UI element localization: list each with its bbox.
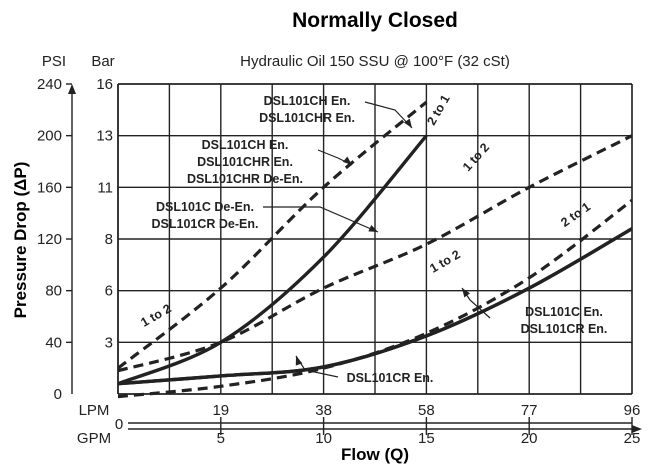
y-unit-psi: PSI [42,53,66,70]
x-tick-gpm: 20 [521,430,538,447]
ratio-label: 1 to 2 [138,301,173,329]
y-tick-psi: 200 [37,128,62,145]
series-line-1 [118,134,428,386]
x-tick-gpm: 10 [315,430,332,447]
leader-arrow [462,288,471,298]
x-axis-label: Flow (Q) [341,445,409,464]
ratio-label: 2 to 1 [558,200,593,230]
y-tick-bar: 11 [97,179,113,196]
y-tick-psi: 40 [45,334,62,351]
series-line-6 [118,227,632,386]
series-label: DSL101CHR De-En. [187,172,303,186]
x-tick-gpm: 5 [217,430,225,447]
x-tick-lpm: 38 [315,402,332,419]
series-label: DSL101CR De-En. [152,217,259,231]
x-tick-gpm: 15 [418,430,435,447]
y-unit-bar: Bar [91,53,114,70]
ratio-label: 2 to 1 [424,92,452,127]
plot-lines [118,100,632,399]
leader-arrow [403,118,412,128]
series-label: DSL101CR En. [521,322,608,336]
axes [68,83,642,433]
chart-title: Normally Closed [292,9,458,32]
leader-arrow [342,156,352,165]
leader-arrow [368,225,378,232]
x-tick-lpm: 96 [624,402,641,419]
series-label: DSL101CHR En. [259,111,355,125]
chart-subtitle: Hydraulic Oil 150 SSU @ 100°F (32 cSt) [240,53,510,70]
y-tick-psi: 120 [37,231,62,248]
series-label: DSL101CH En. [264,94,351,108]
leader-arrow [295,356,303,366]
y-tick-psi: 240 [37,76,62,93]
x-tick-labels: 19 5 38 10 58 15 77 20 96 25 [212,402,640,447]
y-axis-label: Pressure Drop (ΔP) [11,162,30,319]
x-tick-lpm: 77 [521,402,538,419]
leader-line [364,101,413,129]
x-tick-lpm: 19 [212,402,229,419]
x-origin-label: 0 [115,416,123,433]
series-line-5 [118,199,632,399]
series-label: DSL101C En. [525,305,603,319]
x-unit-lpm: LPM [79,402,110,419]
y-tick-bar: 16 [96,76,113,93]
x-axis-arrow [632,425,642,433]
leader-line [263,206,379,233]
series-line-4 [118,134,632,373]
y-tick-psi: 0 [54,386,62,403]
x-unit-gpm: GPM [77,430,111,447]
series-label: DSL101C De-En. [156,200,254,214]
x-tick-lpm: 58 [418,402,435,419]
psi-axis-arrow [68,84,76,94]
y-tick-psi: 80 [45,283,62,300]
y-tick-bar: 6 [105,283,113,300]
grid [118,83,633,394]
y-tick-labels: 0 40 80 120 160 200 240 3 6 8 11 13 16 [37,76,113,403]
y-tick-psi: 160 [37,179,62,196]
ratio-label: 1 to 2 [460,140,492,174]
series-label: DSL101CR En. [347,371,434,385]
x-tick-gpm: 25 [624,430,641,447]
y-tick-bar: 13 [96,128,113,145]
ratio-label: 1 to 2 [427,247,462,275]
series-label: DSL101CHR En. [197,155,293,169]
series-label: DSL101CH En. [202,138,289,152]
y-tick-bar: 8 [105,231,113,248]
y-tick-bar: 3 [105,334,113,351]
